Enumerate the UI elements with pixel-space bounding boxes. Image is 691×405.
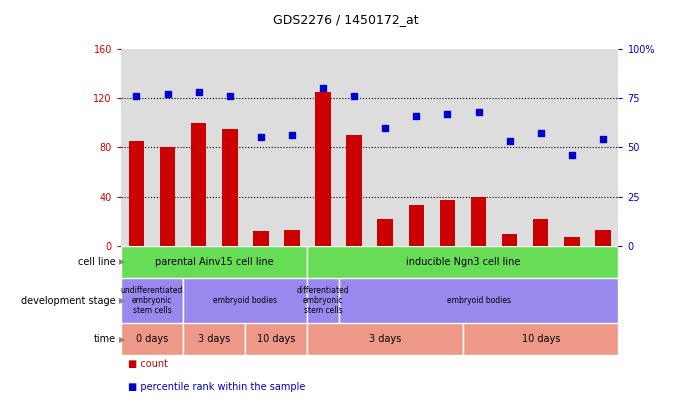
Text: ▶: ▶ (119, 257, 125, 266)
Text: cell line: cell line (77, 257, 115, 267)
Bar (222, 129, 238, 246)
Point (410, 113, 422, 119)
Bar (129, 141, 144, 246)
Bar (191, 123, 207, 246)
Text: 0 days: 0 days (136, 334, 168, 344)
Bar (346, 135, 362, 246)
Text: parental Ainv15 cell line: parental Ainv15 cell line (155, 257, 274, 267)
Bar (307, 324, 463, 355)
Point (349, 93, 360, 99)
Point (317, 85, 329, 91)
Text: inducible Ngn3 cell line: inducible Ngn3 cell line (406, 257, 520, 267)
Point (597, 136, 608, 143)
Point (442, 111, 453, 117)
Bar (564, 237, 580, 246)
Text: development stage: development stage (21, 296, 115, 305)
Text: GDS2276 / 1450172_at: GDS2276 / 1450172_at (273, 13, 418, 26)
Bar (339, 278, 618, 324)
Point (256, 134, 267, 141)
Bar (408, 205, 424, 246)
Point (566, 152, 577, 158)
Bar (183, 278, 307, 324)
Point (193, 89, 205, 95)
Point (380, 124, 391, 131)
Bar (121, 246, 307, 278)
Bar (471, 196, 486, 246)
Text: 3 days: 3 days (198, 334, 230, 344)
Text: differentiated
embryonic
stem cells: differentiated embryonic stem cells (296, 286, 350, 315)
Point (535, 130, 546, 136)
Bar (121, 278, 183, 324)
Bar (245, 324, 307, 355)
Text: undifferentiated
embryonic
stem cells: undifferentiated embryonic stem cells (121, 286, 183, 315)
Bar (307, 246, 618, 278)
Text: embryoid bodies: embryoid bodies (446, 296, 511, 305)
Bar (183, 324, 245, 355)
Point (504, 138, 515, 145)
Text: ■ percentile rank within the sample: ■ percentile rank within the sample (128, 382, 305, 392)
Bar (377, 219, 393, 246)
Bar (502, 234, 518, 246)
Bar (463, 324, 618, 355)
Text: ▶: ▶ (119, 296, 125, 305)
Text: time: time (93, 334, 115, 344)
Point (473, 109, 484, 115)
Text: 10 days: 10 days (522, 334, 560, 344)
Bar (160, 147, 176, 246)
Bar (595, 230, 611, 246)
Bar (121, 324, 183, 355)
Bar (533, 219, 549, 246)
Point (131, 93, 142, 99)
Bar (307, 278, 339, 324)
Bar (439, 200, 455, 246)
Bar (284, 230, 300, 246)
Point (286, 132, 297, 139)
Text: 3 days: 3 days (369, 334, 401, 344)
Point (162, 91, 173, 97)
Point (224, 93, 235, 99)
Text: 10 days: 10 days (257, 334, 296, 344)
Text: ▶: ▶ (119, 335, 125, 344)
Bar (315, 92, 331, 246)
Bar (253, 231, 269, 246)
Text: ■ count: ■ count (128, 359, 168, 369)
Text: embryoid bodies: embryoid bodies (214, 296, 277, 305)
